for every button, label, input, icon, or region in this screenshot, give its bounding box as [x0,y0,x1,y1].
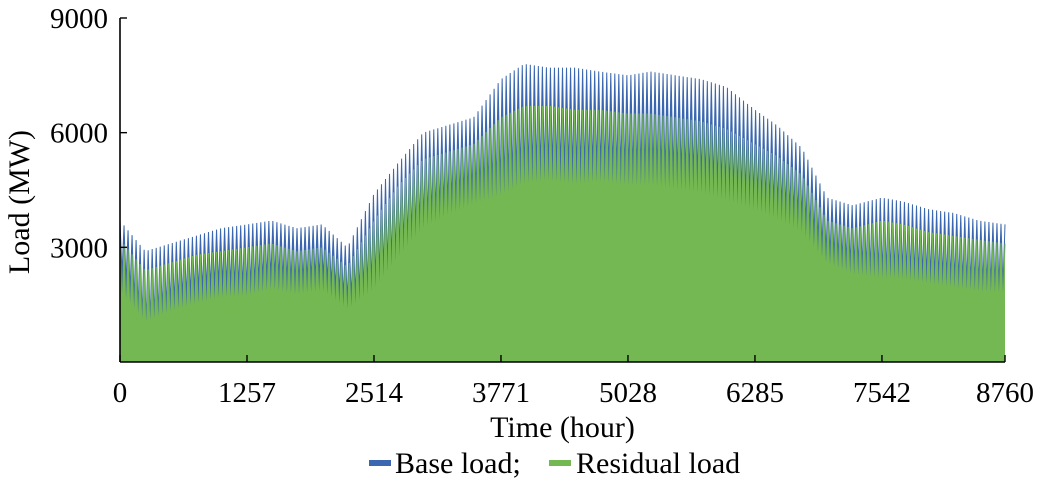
axes [119,18,1005,363]
y-axis-title: Load (MW) [3,130,36,274]
plot-area [119,64,1006,362]
x-axis-title: Time (hour) [490,411,635,444]
base-load-area-trace [119,64,1006,324]
legend-label-base-load: Base load; [395,447,521,480]
x-tick-label: 2514 [345,377,404,409]
y-tick-label: 3000 [50,232,108,264]
x-tick-label: 6285 [726,377,784,409]
x-tick-label: 0 [113,377,128,409]
residual-load-area [119,105,1006,362]
legend: Base load; Residual load [369,447,740,480]
legend-swatch-base-load [369,460,391,466]
legend-swatch-residual-load [549,460,571,466]
residual-load-area-trace [119,105,1006,339]
x-tick-label: 3771 [472,377,530,409]
legend-label-residual-load: Residual load [576,447,740,480]
y-tick-label: 9000 [50,3,108,35]
y-ticks: 3000 6000 9000 [50,3,127,264]
x-tick-label: 7542 [853,377,911,409]
x-ticks: 0 1257 2514 3771 5028 6285 7542 8760 [113,355,1034,409]
x-tick-label: 5028 [599,377,657,409]
residual-load-area-body [120,205,1005,362]
x-tick-label: 1257 [218,377,276,409]
x-tick-label: 8760 [976,377,1034,409]
y-tick-label: 6000 [50,118,108,150]
